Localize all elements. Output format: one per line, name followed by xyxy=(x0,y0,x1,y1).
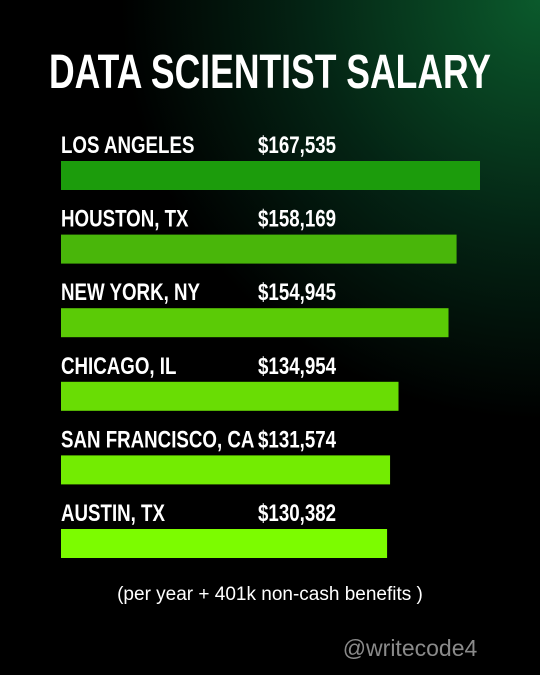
value-label-group: $154,945 xyxy=(258,279,336,306)
title-group: DATA SCIENTIST SALARY xyxy=(49,45,491,98)
category-label: AUSTIN, TX xyxy=(61,500,166,527)
value-label-group: $131,574 xyxy=(258,426,336,453)
category-label-group: LOS ANGELES xyxy=(61,132,194,159)
chart-title: DATA SCIENTIST SALARY xyxy=(49,45,491,98)
value-label: $158,169 xyxy=(258,205,336,232)
category-label-group: NEW YORK, NY xyxy=(61,279,200,306)
value-label: $130,382 xyxy=(258,500,336,527)
value-label: $154,945 xyxy=(258,279,336,306)
category-label: CHICAGO, IL xyxy=(61,353,176,380)
bar xyxy=(61,529,388,558)
value-label: $167,535 xyxy=(258,132,336,159)
footnote: (per year + 401k non-cash benefits ) xyxy=(117,584,423,605)
category-label: SAN FRANCISCO, CA xyxy=(61,426,254,453)
value-label-group: $134,954 xyxy=(258,353,336,380)
bar xyxy=(61,381,399,411)
value-label: $131,574 xyxy=(258,426,336,453)
value-label-group: $158,169 xyxy=(258,205,336,232)
bar xyxy=(61,234,457,264)
value-label-group: $130,382 xyxy=(258,500,336,527)
category-label: LOS ANGELES xyxy=(61,132,194,159)
value-label: $134,954 xyxy=(258,353,336,380)
category-label: HOUSTON, TX xyxy=(61,205,189,232)
credit: @writecode4 xyxy=(343,635,478,661)
category-label-group: CHICAGO, IL xyxy=(61,353,176,380)
bar xyxy=(61,161,480,190)
value-label-group: $167,535 xyxy=(258,132,336,159)
category-label: NEW YORK, NY xyxy=(61,279,200,306)
category-label-group: AUSTIN, TX xyxy=(61,500,166,527)
category-label-group: SAN FRANCISCO, CA xyxy=(61,426,254,453)
category-label-group: HOUSTON, TX xyxy=(61,205,189,232)
bar xyxy=(61,308,449,338)
bar xyxy=(61,455,391,485)
